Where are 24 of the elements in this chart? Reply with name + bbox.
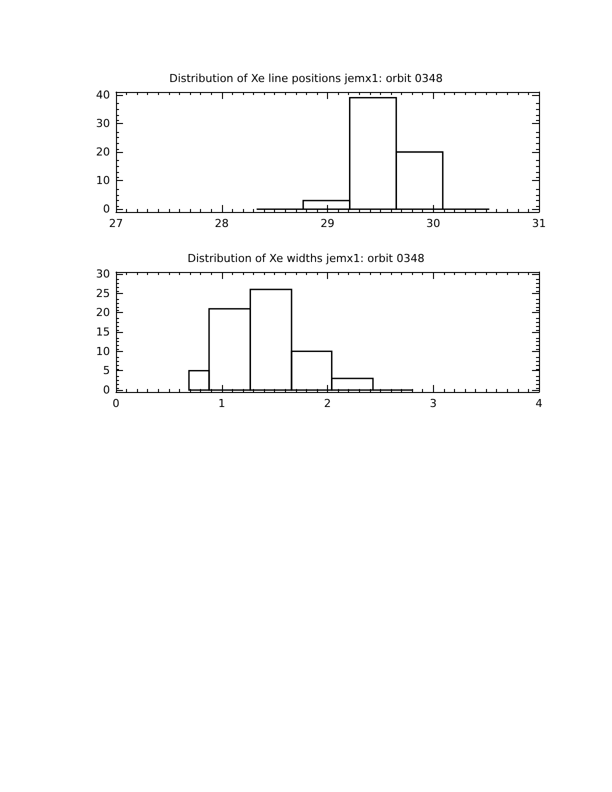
x-tick-label: 27 <box>109 217 123 230</box>
y-tick-label: 30 <box>96 267 110 280</box>
x-tick-label: 1 <box>218 397 226 410</box>
y-tick-label: 40 <box>96 88 110 102</box>
x-tick-label: 30 <box>426 217 440 230</box>
x-tick-label: 28 <box>214 217 229 230</box>
x-tick-label: 0 <box>112 397 120 410</box>
y-tick-label: 10 <box>96 344 110 358</box>
y-tick-label: 15 <box>96 326 110 338</box>
x-tick-label: 31 <box>532 217 546 230</box>
y-tick-label: 20 <box>96 146 110 158</box>
y-tick-label: 0 <box>103 202 110 216</box>
y-tick-label: 0 <box>103 384 110 397</box>
y-tick-label: 25 <box>96 286 110 300</box>
chart-title: Distribution of Xe line positions jemx1: orbit 0348 <box>169 72 443 85</box>
y-tick-label: 30 <box>96 116 110 130</box>
y-tick-label: 5 <box>103 364 110 378</box>
x-tick-label: 3 <box>430 397 437 410</box>
y-tick-label: 10 <box>96 174 110 188</box>
chart-title: Distribution of Xe widths jemx1: orbit 0348 <box>188 252 424 265</box>
x-tick-label: 2 <box>324 397 331 410</box>
x-tick-label: 4 <box>536 397 542 410</box>
x-tick-label: 29 <box>320 217 334 230</box>
y-tick-label: 20 <box>96 306 110 320</box>
